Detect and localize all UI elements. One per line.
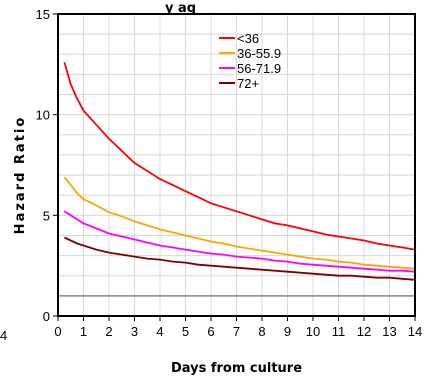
legend-label: <36	[237, 31, 259, 46]
x-tick-label: 8	[258, 324, 265, 339]
series-line	[64, 236, 416, 281]
x-tick-label: 7	[233, 324, 240, 339]
x-tick-label: 14	[408, 324, 422, 339]
x-tick-label: 4	[156, 324, 163, 339]
series-line	[63, 210, 416, 273]
cropped-title-fragment: y ag	[165, 1, 196, 16]
y-tick-label: 0	[43, 309, 50, 324]
series-lines	[63, 62, 416, 281]
legend-label: 56-71.9	[237, 61, 281, 76]
series-line	[63, 62, 416, 251]
x-tick-label: 9	[284, 324, 291, 339]
legend-label: 36-55.9	[237, 46, 281, 61]
x-tick-label: 11	[332, 324, 346, 339]
x-axis-title: Days from culture	[171, 361, 302, 376]
series-line	[63, 176, 416, 270]
y-axis-title: Hazard Ratio	[13, 116, 28, 235]
legend-label: 72+	[237, 76, 259, 91]
x-tick-label: 10	[306, 324, 320, 339]
x-tick-label: 5	[182, 324, 189, 339]
x-tick-label: 0	[54, 324, 61, 339]
x-axis-ticks: 0 1 2 3 4 5 6 7 8 9 10 11 12 13 14	[54, 316, 422, 339]
y-tick-label: 15	[36, 7, 50, 22]
y-axis-ticks: 0 5 10 15	[36, 7, 58, 324]
x-tick-label: 2	[105, 324, 112, 339]
x-tick-label: 12	[357, 324, 371, 339]
x-tick-label: 3	[131, 324, 138, 339]
y-tick-label: 5	[43, 208, 50, 223]
x-tick-label: 6	[207, 324, 214, 339]
y-tick-label: 10	[36, 108, 50, 123]
x-tick-label: 1	[80, 324, 87, 339]
x-tick-label: 13	[382, 324, 396, 339]
cropped-tick-fragment: 4	[0, 328, 7, 343]
